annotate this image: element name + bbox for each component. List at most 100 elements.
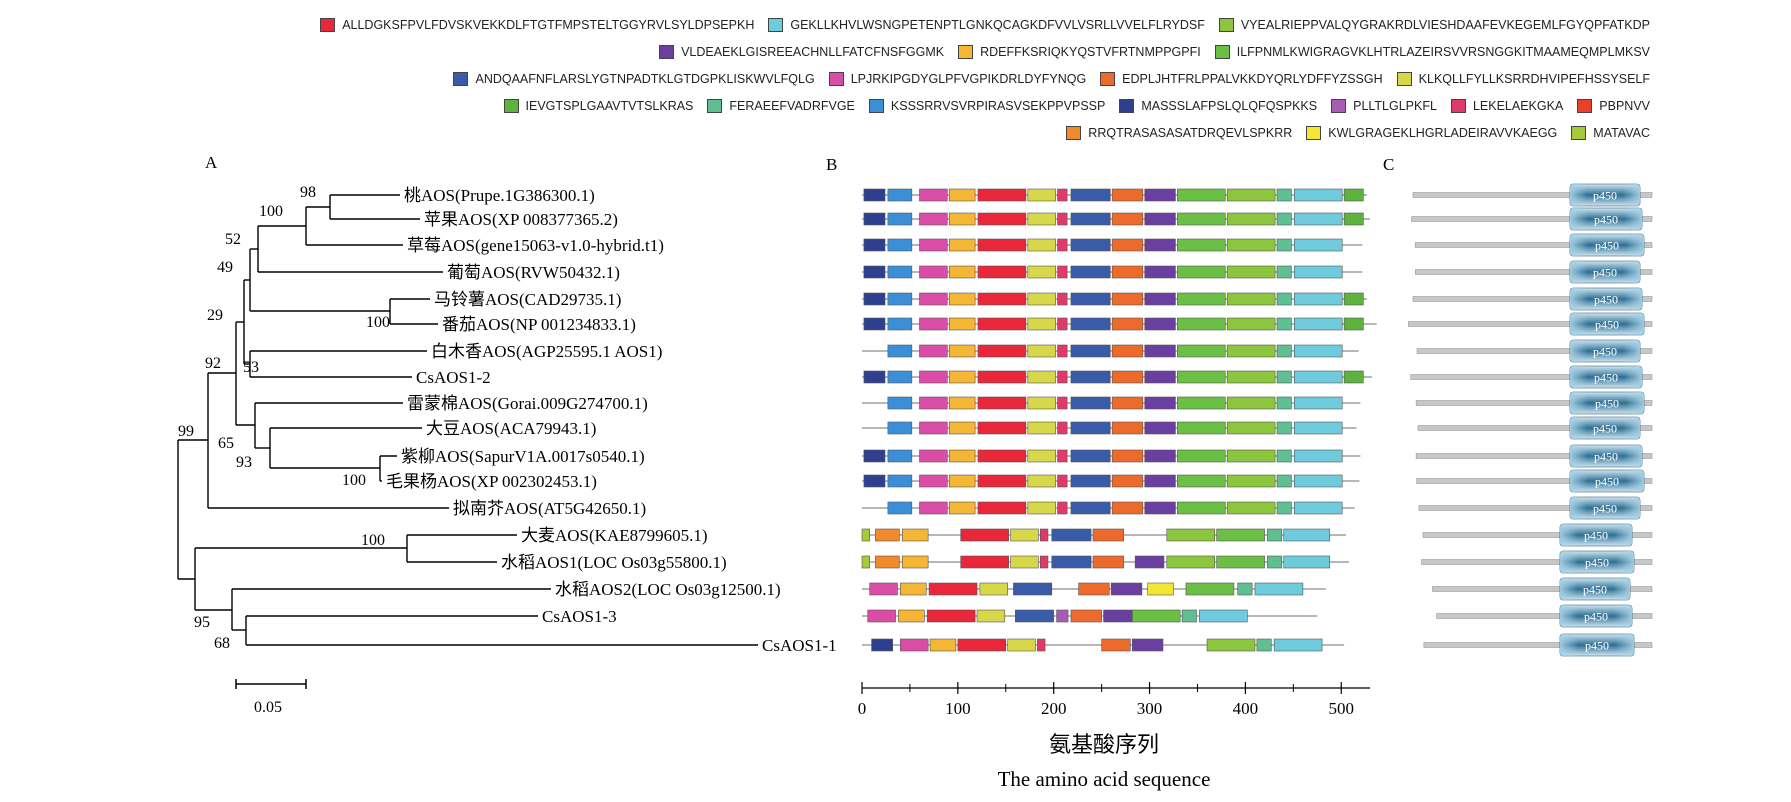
motif-block: [875, 528, 900, 542]
bootstrap-value: 98: [300, 184, 316, 201]
legend-item: PLLTLGLPKFL: [1331, 95, 1437, 117]
motif-block: [1226, 344, 1276, 358]
motif-block: [977, 421, 1027, 435]
motif-block: [1226, 449, 1276, 463]
motif-block: [1181, 609, 1197, 623]
legend-swatch: [1214, 45, 1230, 59]
domain-row: p450: [1411, 207, 1653, 231]
motif-block: [1027, 265, 1056, 279]
motif-block: [1027, 396, 1056, 410]
motif-block: [948, 188, 976, 202]
legend-motif-sequence: VYEALRIEPPVALQYGRAKRDLVIESHDAAFEVKEGEMLF…: [1240, 18, 1650, 32]
motif-block: [1177, 501, 1226, 515]
motif-block: [1237, 582, 1253, 596]
motif-block: [1293, 212, 1343, 226]
motif-block: [1070, 344, 1111, 358]
motif-block: [1144, 265, 1176, 279]
domain-backbone: [1436, 613, 1653, 619]
motif-block: [948, 292, 976, 306]
protein-motif-row: [862, 238, 1363, 252]
legend-motif-sequence: RDEFFKSRIQKYQSTVFRTNMPPGPFI: [980, 45, 1201, 59]
phylogenetic-tree: [177, 194, 758, 646]
motif-block: [1276, 501, 1292, 515]
legend-item: LPJRKIPGDYGLPFVGPIKDRLDYFYNQG: [828, 68, 1087, 90]
p450-domain-label: p450: [1595, 318, 1619, 332]
domain-backbone: [1414, 242, 1653, 248]
bootstrap-value: 99: [178, 423, 194, 440]
p450-domain-shade: [1570, 261, 1640, 283]
domain-row: p450: [1432, 577, 1653, 601]
legend-motif-sequence: IEVGTSPLGAAVTVTSLKRAS: [525, 99, 694, 113]
bootstrap-value: 49: [217, 259, 233, 276]
motif-block: [887, 238, 913, 252]
legend-swatch: [868, 99, 884, 113]
legend-swatch: [1571, 126, 1587, 140]
motif-block: [1027, 188, 1056, 202]
motif-block: [1256, 638, 1272, 652]
domain-row: p450: [1415, 444, 1653, 468]
p450-domain-shade: [1560, 578, 1630, 600]
legend-motif-sequence: LPJRKIPGDYGLPFVGPIKDRLDYFYNQG: [850, 72, 1087, 86]
taxon-label: 紫柳AOS(SapurV1A.0017s0540.1): [401, 447, 645, 466]
legend-item: KWLGRAGEKLHGRLADEIRAVVKAEGG: [1306, 122, 1557, 144]
motif-block: [1057, 421, 1068, 435]
motif-block: [1010, 528, 1039, 542]
motif-block: [919, 212, 948, 226]
domain-backbone: [1415, 453, 1653, 459]
legend-row: RRQTRASASASATDRQEVLSPKRR KWLGRAGEKLHGRLAD…: [180, 122, 1650, 144]
motif-block: [1293, 474, 1343, 488]
domain-row: p450: [1412, 183, 1653, 207]
motif-block: [1092, 528, 1124, 542]
motif-block: [1276, 449, 1292, 463]
motif-block: [867, 609, 896, 623]
motif-panel: [861, 188, 1377, 652]
motif-block: [1185, 582, 1235, 596]
protein-motif-row: [862, 609, 1318, 623]
motif-block: [919, 292, 948, 306]
motif-block: [863, 188, 886, 202]
motif-block: [1037, 638, 1046, 652]
motif-block: [1343, 370, 1364, 384]
motif-block: [1013, 582, 1053, 596]
motif-block: [1111, 370, 1144, 384]
legend-motif-sequence: GEKLLKHVLWSNGPETENPTLGNKQCAGKDFVVLVSRLLV…: [790, 18, 1205, 32]
legend-motif-sequence: ALLDGKSFPVLFDVSKVEKKDLFTGTFMPSTELTGGYRVL…: [342, 18, 755, 32]
p450-domain-shade: [1570, 366, 1642, 388]
motif-block: [1111, 344, 1144, 358]
motif-block: [863, 292, 886, 306]
motif-block: [1226, 188, 1276, 202]
motif-block: [1166, 555, 1216, 569]
motif-block: [1027, 344, 1056, 358]
motif-block: [1276, 317, 1292, 331]
domain-row: p450: [1416, 339, 1653, 363]
motif-block: [863, 238, 886, 252]
motif-block: [1070, 238, 1111, 252]
legend-row: ANDQAAFNFLARSLYGTNPADTKLGTDGPKLISKWVLFQL…: [180, 68, 1650, 90]
motif-block: [1293, 344, 1343, 358]
motif-block: [948, 421, 976, 435]
motif-block: [1144, 421, 1176, 435]
motif-block: [1293, 292, 1343, 306]
motif-block: [1027, 370, 1056, 384]
motif-block: [919, 370, 948, 384]
legend-swatch: [503, 99, 519, 113]
legend-item: MATAVAC: [1571, 122, 1650, 144]
motif-block: [901, 528, 929, 542]
motif-block: [977, 212, 1027, 226]
motif-block: [1057, 501, 1068, 515]
motif-block: [863, 265, 886, 279]
legend-motif-sequence: VLDEAEKLGISREEACHNLLFATCFNSFGGMK: [681, 45, 945, 59]
motif-block: [887, 449, 913, 463]
p450-domain-shade: [1570, 417, 1640, 439]
protein-motif-row: [862, 449, 1361, 463]
motif-block: [887, 212, 913, 226]
axis-tick-label: 100: [945, 699, 971, 718]
legend-item: LEKELAEKGKA: [1450, 95, 1563, 117]
motif-legend: ALLDGKSFPVLFDVSKVEKKDLFTGTFMPSTELTGGYRVL…: [180, 14, 1650, 149]
motif-block: [919, 449, 948, 463]
axis-tick-label: 400: [1233, 699, 1259, 718]
axis-tick-label: 200: [1041, 699, 1067, 718]
motif-block: [861, 528, 870, 542]
